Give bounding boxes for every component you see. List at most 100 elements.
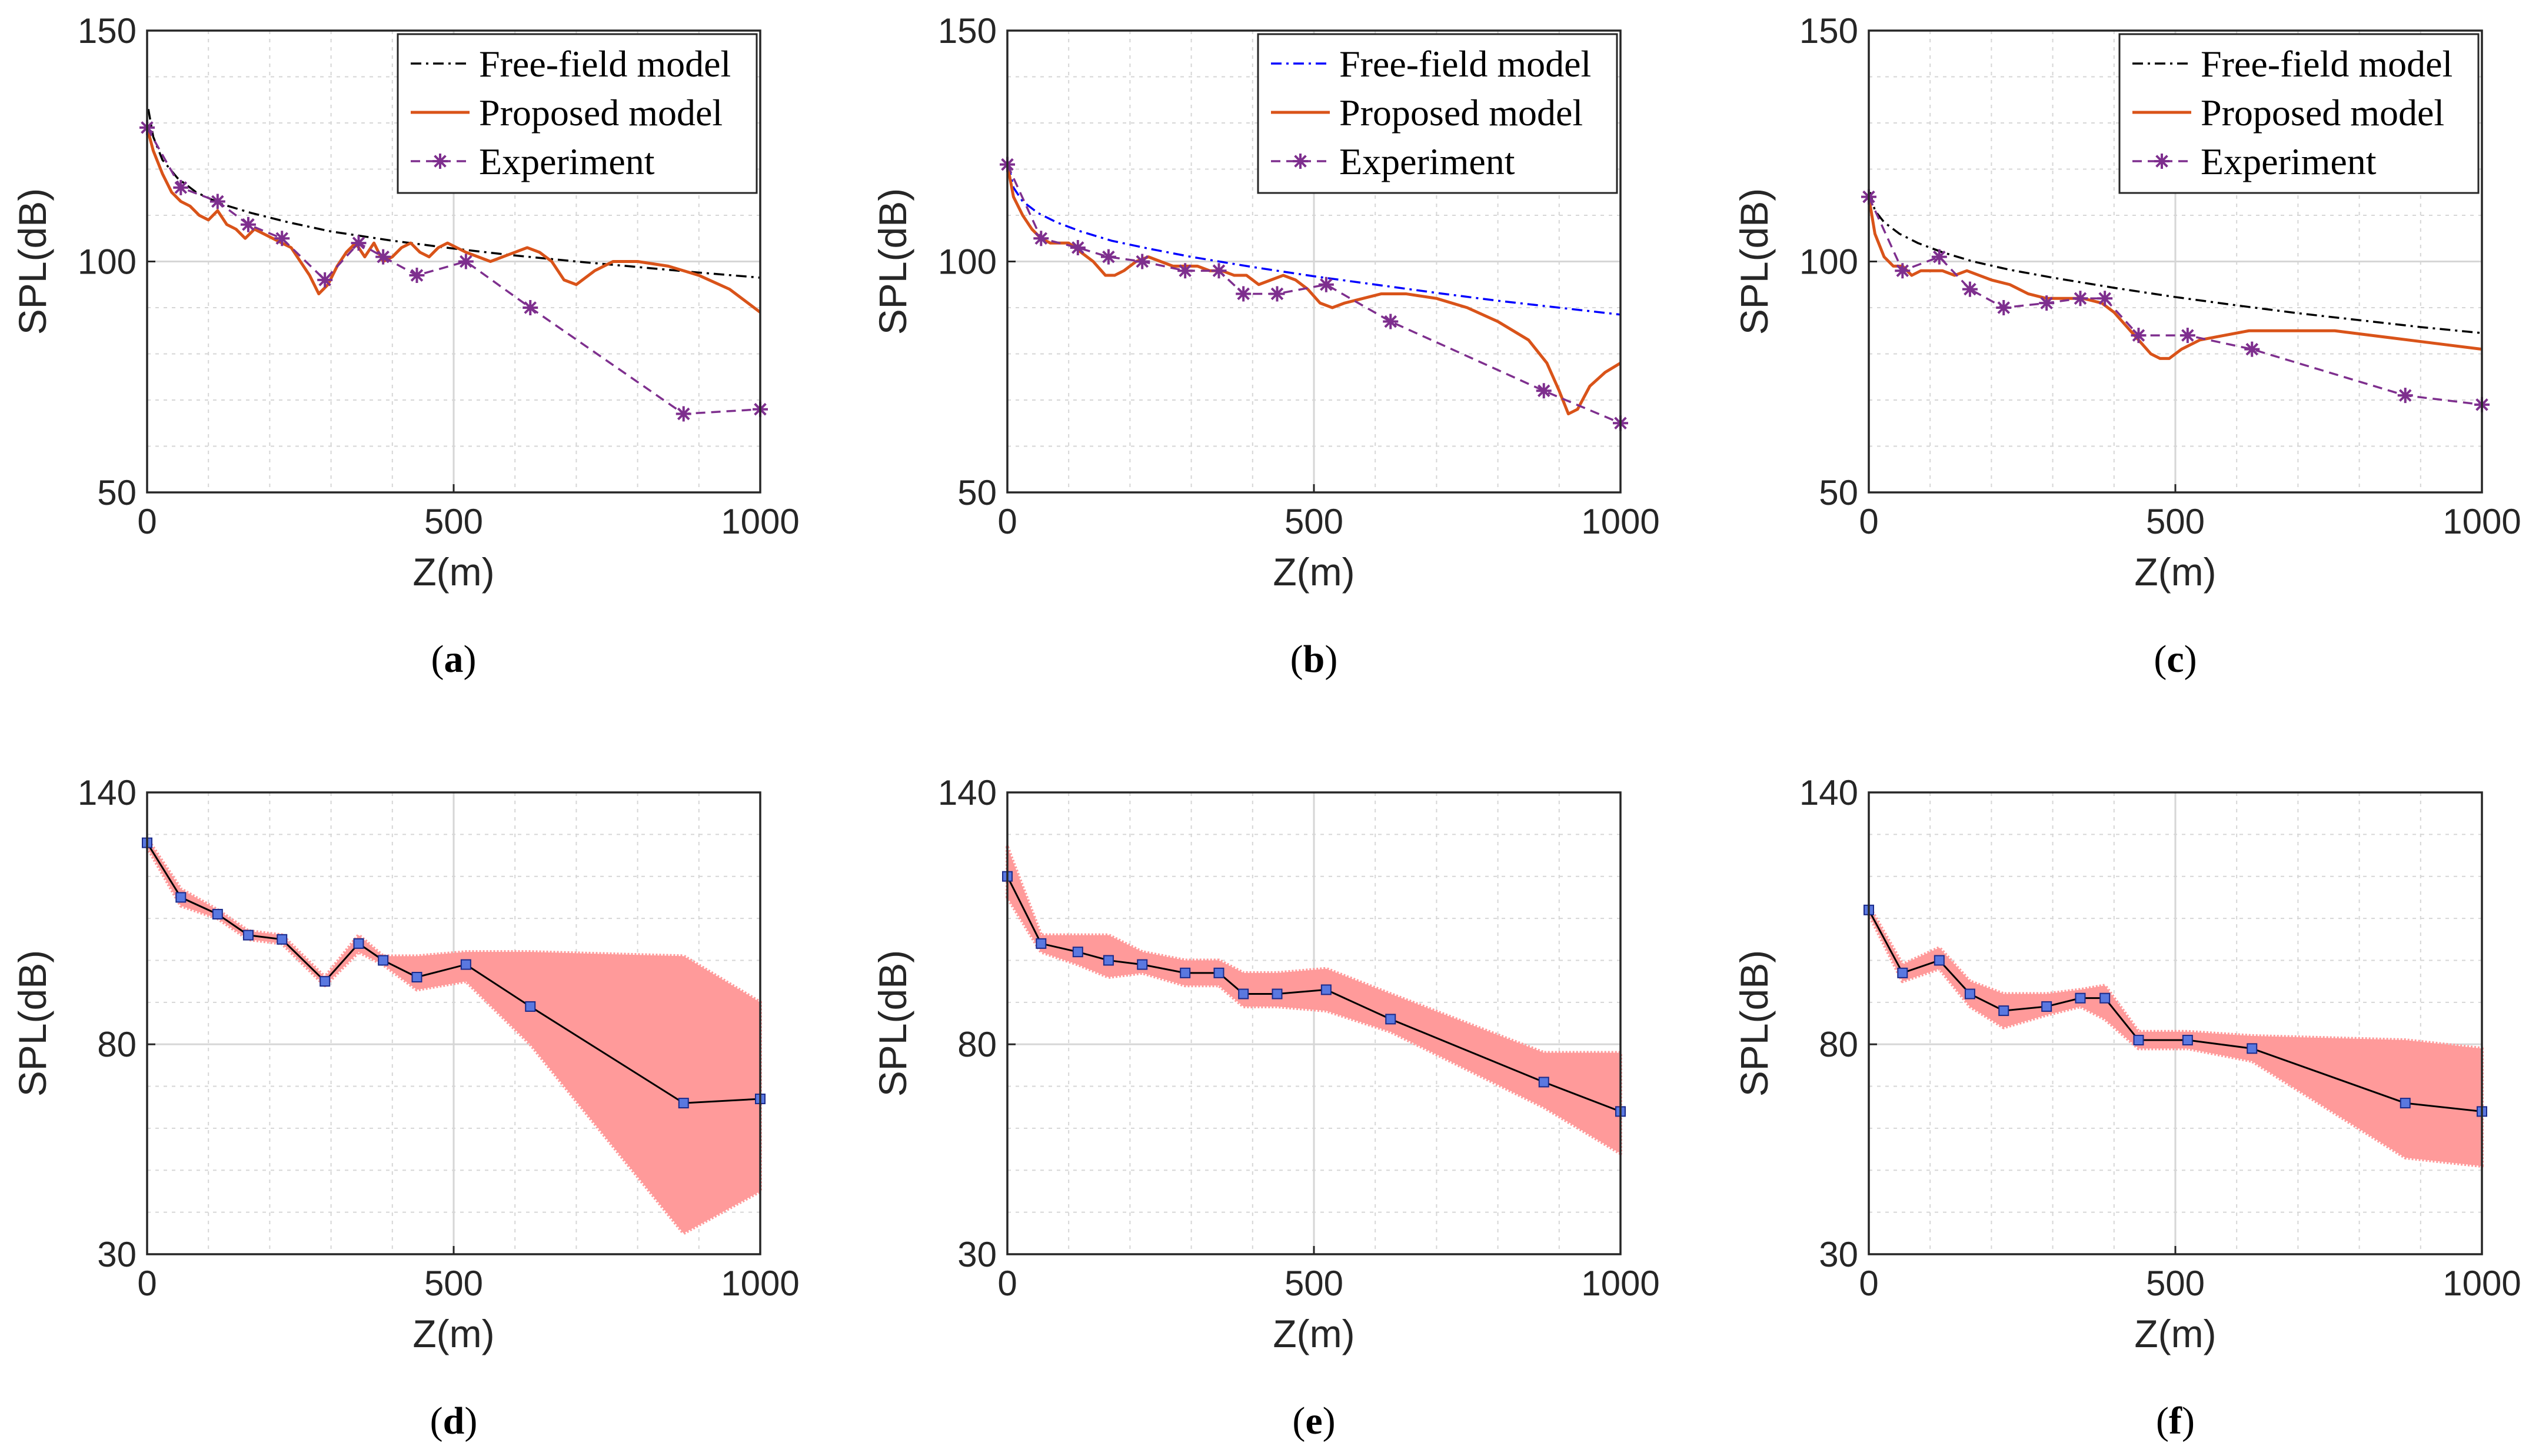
x-tick-label: 0	[1859, 1264, 1878, 1303]
y-axis-label: SPL(dB)	[11, 188, 54, 335]
panel-caption: (c)	[2154, 638, 2197, 681]
experiment-marker-5	[317, 272, 333, 288]
experiment-marker-5	[2039, 295, 2055, 311]
experiment-marker-7	[1236, 286, 1252, 302]
y-tick-label: 80	[1819, 1025, 1858, 1064]
legend-label: Free-field model	[2201, 43, 2453, 85]
x-tick-label: 0	[997, 1264, 1017, 1303]
y-tick-label: 80	[97, 1025, 137, 1064]
mean-marker-4	[1137, 959, 1148, 970]
ticks: 0 500 1000 50 100 150	[78, 11, 800, 541]
y-tick-label: 140	[938, 773, 997, 812]
legend-label: Proposed model	[479, 92, 723, 134]
mean-marker-11	[2400, 1098, 2411, 1109]
x-tick-label: 500	[1285, 502, 1343, 541]
x-axis-label: Z(m)	[2134, 1312, 2216, 1355]
y-tick-label: 50	[957, 473, 997, 512]
y-tick-label: 50	[1819, 473, 1858, 512]
x-tick-label: 500	[2146, 1264, 2205, 1303]
x-tick-label: 0	[137, 1264, 157, 1303]
experiment-marker-1	[1895, 263, 1911, 279]
experiment-marker-legend	[1293, 154, 1308, 169]
mean-marker-9	[460, 959, 471, 970]
x-axis-label: Z(m)	[2134, 550, 2216, 594]
experiment-marker-8	[1269, 286, 1285, 302]
y-axis-label: SPL(dB)	[1732, 188, 1776, 335]
y-axis-label: SPL(dB)	[1732, 950, 1776, 1097]
panel-caption: (b)	[1290, 638, 1338, 681]
mean-marker-10	[1385, 1014, 1396, 1025]
x-tick-label: 0	[997, 502, 1017, 541]
x-tick-label: 1000	[721, 502, 799, 541]
experiment-marker-6	[351, 235, 367, 251]
legend-label: Proposed model	[1339, 92, 1583, 134]
experiment-marker-4	[1996, 300, 2012, 315]
experiment-marker-4	[1134, 254, 1150, 269]
experiment-marker-4	[274, 231, 290, 246]
experiment-marker-9	[1318, 276, 1334, 292]
mean-marker-3	[1103, 955, 1114, 966]
experiment-marker-10	[2244, 341, 2260, 357]
ticks: 0 500 1000 50 100 150	[1799, 11, 2521, 541]
series-layer	[142, 837, 766, 1235]
y-tick-label: 140	[1799, 773, 1858, 812]
mean-marker-6	[2075, 992, 2086, 1004]
legend: Free-field model Proposed model Experiment	[2118, 33, 2480, 194]
experiment-marker-7	[2097, 291, 2113, 306]
mean-marker-2	[1934, 955, 1945, 966]
panel-b: Free-field model Proposed model Experiment…	[871, 11, 1660, 681]
mean-marker-9	[2182, 1035, 2193, 1046]
x-tick-label: 0	[137, 502, 157, 541]
mean-marker-5	[1180, 967, 1191, 978]
panel-e: 0 500 1000 30 80 140 Z(m) SPL(dB) (e)	[871, 773, 1660, 1442]
y-tick-label: 100	[1799, 242, 1858, 282]
series-layer	[1861, 189, 2490, 412]
experiment-marker-3	[1962, 281, 1978, 297]
experiment-marker-5	[1177, 263, 1193, 279]
proposed-model-line	[1867, 196, 2483, 360]
ticks: 0 500 1000 30 80 140	[1799, 773, 2521, 1303]
x-tick-label: 500	[2146, 502, 2205, 541]
panel-d: 0 500 1000 30 80 140 Z(m) SPL(dB) (d)	[11, 773, 800, 1442]
x-tick-label: 500	[424, 1264, 483, 1303]
experiment-marker-3	[1100, 249, 1116, 265]
experiment-marker-legend	[432, 154, 448, 169]
mean-marker-5	[320, 976, 331, 987]
panel-caption: (e)	[1292, 1400, 1335, 1442]
y-tick-label: 30	[97, 1235, 137, 1274]
experiment-marker-6	[1211, 263, 1227, 279]
free-field-line	[1869, 192, 2483, 334]
y-tick-label: 100	[78, 242, 137, 282]
experiment-marker-2	[1931, 249, 1947, 265]
experiment-marker-6	[2072, 291, 2088, 306]
series-layer	[1000, 156, 1628, 431]
ticks: 0 500 1000 30 80 140	[938, 773, 1660, 1303]
y-tick-label: 150	[938, 11, 997, 51]
x-axis-label: Z(m)	[1273, 1312, 1355, 1355]
y-tick-label: 30	[1819, 1235, 1858, 1274]
experiment-marker-8	[409, 268, 425, 284]
experiment-marker-11	[675, 406, 691, 422]
legend-label: Free-field model	[1339, 43, 1591, 85]
panel-c: Free-field model Proposed model Experiment…	[1732, 11, 2521, 681]
y-axis-label: SPL(dB)	[871, 950, 914, 1097]
experiment-marker-7	[375, 249, 391, 265]
experiment-marker-9	[2179, 328, 2195, 344]
mean-marker-7	[1238, 988, 1249, 999]
mean-marker-6	[1213, 967, 1224, 978]
experiment-marker-legend	[2154, 154, 2169, 169]
mean-marker-4	[277, 934, 288, 945]
mean-marker-5	[2041, 1001, 2052, 1012]
free-field-line	[1007, 164, 1621, 316]
experiment-marker-10	[523, 300, 538, 315]
panel-caption: (d)	[430, 1400, 478, 1442]
mean-marker-10	[2247, 1043, 2258, 1054]
panel-a: Free-field model Proposed model Experiment…	[11, 11, 800, 681]
mean-marker-7	[378, 955, 389, 966]
y-tick-label: 50	[97, 473, 137, 512]
mean-marker-1	[1897, 967, 1908, 978]
panel-caption: (a)	[431, 638, 477, 681]
mean-marker-3	[1964, 988, 1975, 999]
mean-marker-7	[2099, 992, 2111, 1004]
mean-marker-11	[678, 1098, 689, 1109]
